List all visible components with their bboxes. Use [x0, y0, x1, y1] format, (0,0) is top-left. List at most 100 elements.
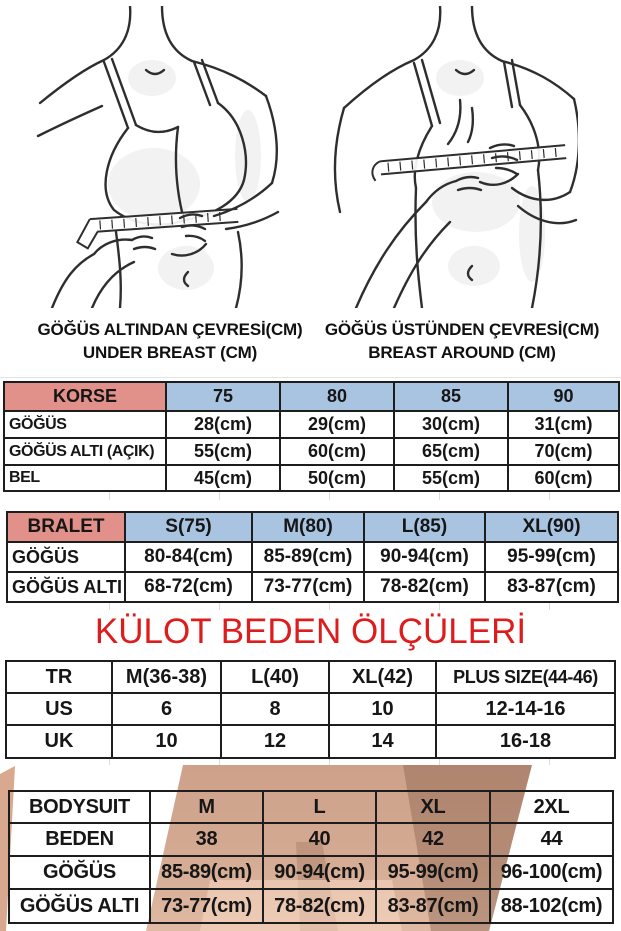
spreadsheet-gridline-stubs	[0, 757, 621, 765]
table-cell: 10	[328, 692, 437, 726]
table-header-row: BRALET S(75) M(80) L(85) XL(90)	[6, 511, 619, 543]
table-cell: 29(cm)	[279, 410, 395, 439]
table-cell: 8	[220, 692, 330, 726]
table-cell: 60(cm)	[279, 437, 395, 466]
table-header-cell: XL(90)	[484, 511, 619, 543]
row-label-cell: GÖĞÜS ALTI (AÇIK)	[3, 437, 167, 466]
table-row: GÖĞÜS ALTI 73-77(cm) 78-82(cm) 83-87(cm)…	[8, 888, 614, 924]
table-cell: 12	[220, 724, 330, 759]
table-cell: 55(cm)	[165, 437, 281, 466]
row-label-cell: GÖĞÜS	[8, 855, 151, 890]
table-cell: 10	[111, 724, 222, 759]
table-cell: 30(cm)	[393, 410, 509, 439]
table-cell: 73-77(cm)	[251, 571, 365, 603]
table-header-cell: 75	[165, 381, 281, 412]
row-label-cell: US	[5, 692, 113, 726]
row-label-cell: GÖĞÜS	[3, 410, 167, 439]
row-label-cell: GÖĞÜS ALTI	[8, 888, 151, 924]
table-row: BEL 45(cm) 50(cm) 55(cm) 60(cm)	[3, 464, 620, 492]
table-cell: 70(cm)	[507, 437, 620, 466]
row-label-cell: BEDEN	[8, 822, 151, 857]
table-cell: 88-102(cm)	[489, 888, 614, 924]
spreadsheet-gridline	[0, 377, 621, 378]
row-label-cell: GÖĞÜS	[6, 541, 126, 573]
table-cell: 14	[328, 724, 437, 759]
table-row: GÖĞÜS ALTI (AÇIK) 55(cm) 60(cm) 65(cm) 7…	[3, 437, 620, 466]
bralet-size-table: BRALET S(75) M(80) L(85) XL(90) GÖĞÜS 80…	[6, 511, 619, 603]
over-bust-caption: GÖĞÜS ÜSTÜNDEN ÇEVRESİ(CM) BREAST AROUND…	[312, 318, 612, 364]
table-header-cell: L	[262, 790, 377, 824]
row-label-cell: UK	[5, 724, 113, 759]
table-header-cell: XL	[375, 790, 491, 824]
table-header-cell: TR	[5, 660, 113, 694]
table-header-row: KORSE 75 80 85 90	[3, 381, 620, 412]
table-row: GÖĞÜS 28(cm) 29(cm) 30(cm) 31(cm)	[3, 410, 620, 439]
table-cell: 73-77(cm)	[149, 888, 264, 924]
table-header-cell: 85	[393, 381, 509, 412]
table-header-row: BODYSUIT M L XL 2XL	[8, 790, 614, 824]
table-cell: 44	[489, 822, 614, 857]
bodysuit-size-table: BODYSUIT M L XL 2XL BEDEN 38 40 42 44 GÖ…	[8, 790, 614, 924]
table-header-cell: 2XL	[489, 790, 614, 824]
table-cell: 12-14-16	[435, 692, 616, 726]
table-row: GÖĞÜS 85-89(cm) 90-94(cm) 95-99(cm) 96-1…	[8, 855, 614, 890]
caption-line: BREAST AROUND (CM)	[368, 343, 556, 362]
table-header-cell: BODYSUIT	[8, 790, 151, 824]
table-header-cell: 90	[507, 381, 620, 412]
table-cell: 65(cm)	[393, 437, 509, 466]
table-cell: 45(cm)	[165, 464, 281, 492]
under-bust-measurement-illustration	[36, 6, 280, 308]
table-row: US 6 8 10 12-14-16	[5, 692, 616, 726]
table-cell: 6	[111, 692, 222, 726]
table-row: UK 10 12 14 16-18	[5, 724, 616, 759]
table-cell: 90-94(cm)	[262, 855, 377, 890]
table-header-cell: KORSE	[3, 381, 167, 412]
table-cell: 96-100(cm)	[489, 855, 614, 890]
row-label-cell: GÖĞÜS ALTI	[6, 571, 126, 603]
table-cell: 68-72(cm)	[124, 571, 253, 603]
table-header-cell: 80	[279, 381, 395, 412]
caption-line: GÖĞÜS ÜSTÜNDEN ÇEVRESİ(CM)	[324, 320, 600, 339]
table-header-cell: BRALET	[6, 511, 126, 543]
table-cell: 78-82(cm)	[363, 571, 486, 603]
table-cell: 55(cm)	[393, 464, 509, 492]
table-header-row: TR M(36-38) L(40) XL(42) PLUS SIZE(44-46…	[5, 660, 616, 694]
table-cell: 31(cm)	[507, 410, 620, 439]
table-cell: 83-87(cm)	[484, 571, 619, 603]
table-header-cell: M(36-38)	[111, 660, 222, 694]
table-header-cell: M(80)	[251, 511, 365, 543]
panty-section-title: KÜLOT BEDEN ÖLÇÜLERİ	[94, 612, 527, 651]
table-cell: 95-99(cm)	[375, 855, 491, 890]
table-cell: 38	[149, 822, 264, 857]
table-header-cell: S(75)	[124, 511, 253, 543]
table-cell: 28(cm)	[165, 410, 281, 439]
table-cell: 42	[375, 822, 491, 857]
table-cell: 16-18	[435, 724, 616, 759]
table-cell: 95-99(cm)	[484, 541, 619, 573]
table-cell: 50(cm)	[279, 464, 395, 492]
table-row: BEDEN 38 40 42 44	[8, 822, 614, 857]
table-header-cell: PLUS SIZE(44-46)	[435, 660, 616, 694]
table-cell: 83-87(cm)	[375, 888, 491, 924]
over-bust-measurement-illustration	[333, 6, 578, 308]
korse-size-table: KORSE 75 80 85 90 GÖĞÜS 28(cm) 29(cm) 30…	[3, 381, 620, 492]
table-cell: 40	[262, 822, 377, 857]
table-cell: 90-94(cm)	[363, 541, 486, 573]
spreadsheet-gridline-stubs	[0, 492, 621, 500]
table-header-cell: M	[149, 790, 264, 824]
under-bust-caption: GÖĞÜS ALTINDAN ÇEVRESİ(CM) UNDER BREAST …	[20, 318, 320, 364]
caption-line: UNDER BREAST (CM)	[82, 343, 258, 362]
table-cell: 60(cm)	[507, 464, 620, 492]
table-header-cell: XL(42)	[328, 660, 437, 694]
spreadsheet-gridline-stubs	[0, 602, 621, 610]
row-label-cell: BEL	[3, 464, 167, 492]
table-cell: 85-89(cm)	[251, 541, 365, 573]
table-row: GÖĞÜS ALTI 68-72(cm) 73-77(cm) 78-82(cm)…	[6, 571, 619, 603]
table-row: GÖĞÜS 80-84(cm) 85-89(cm) 90-94(cm) 95-9…	[6, 541, 619, 573]
table-cell: 80-84(cm)	[124, 541, 253, 573]
sketch-shading	[432, 60, 545, 286]
table-cell: 78-82(cm)	[262, 888, 377, 924]
panty-size-table: TR M(36-38) L(40) XL(42) PLUS SIZE(44-46…	[5, 660, 616, 759]
table-header-cell: L(40)	[220, 660, 330, 694]
